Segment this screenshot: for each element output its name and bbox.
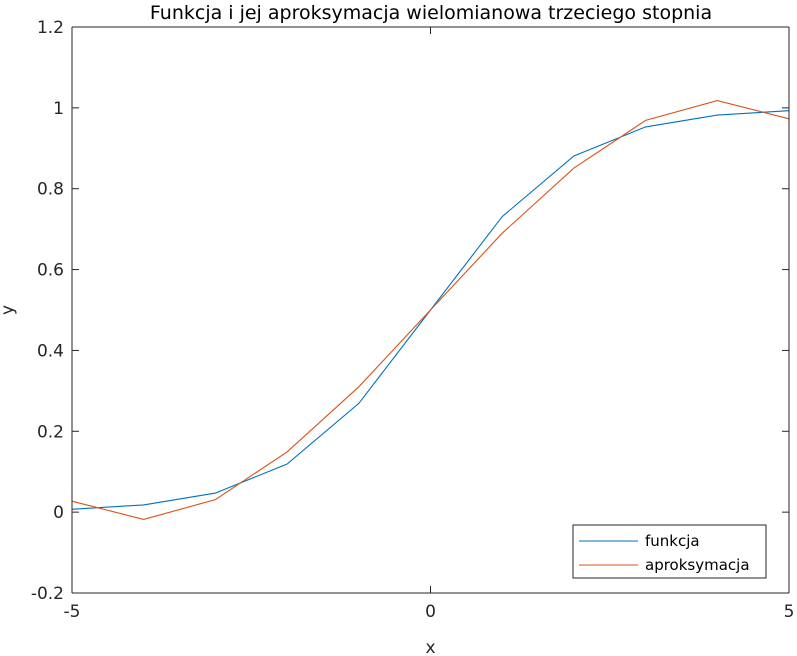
y-tick-label: 0.2 bbox=[37, 422, 64, 442]
x-axis-label: x bbox=[425, 638, 435, 656]
y-tick-label: 1 bbox=[53, 99, 64, 119]
y-tick-label: 1.2 bbox=[37, 18, 64, 38]
y-axis-label: y bbox=[0, 305, 18, 315]
legend: funkcja aproksymacja bbox=[572, 524, 767, 579]
y-tick-label: 0.6 bbox=[37, 261, 64, 281]
x-tick-label: -5 bbox=[64, 602, 81, 622]
x-tick-label: 5 bbox=[784, 602, 795, 622]
y-tick-label: 0.8 bbox=[37, 180, 64, 200]
chart-title: Funkcja i jej aproksymacja wielomianowa … bbox=[150, 2, 712, 24]
y-tick-label: -0.2 bbox=[31, 584, 64, 604]
legend-box bbox=[572, 524, 767, 579]
legend-label-aproksymacja: aproksymacja bbox=[645, 556, 750, 574]
series-group bbox=[71, 100, 790, 520]
ticks-group: -5 0 5 -0.2 0 0.2 0.4 0.6 0.8 1 1.2 bbox=[31, 18, 795, 622]
x-tick-label: 0 bbox=[425, 602, 436, 622]
legend-label-funkcja: funkcja bbox=[645, 532, 700, 550]
series-line-aproksymacja bbox=[71, 100, 790, 520]
y-tick-label: 0.4 bbox=[37, 341, 64, 361]
y-tick-label: 0 bbox=[53, 503, 64, 523]
